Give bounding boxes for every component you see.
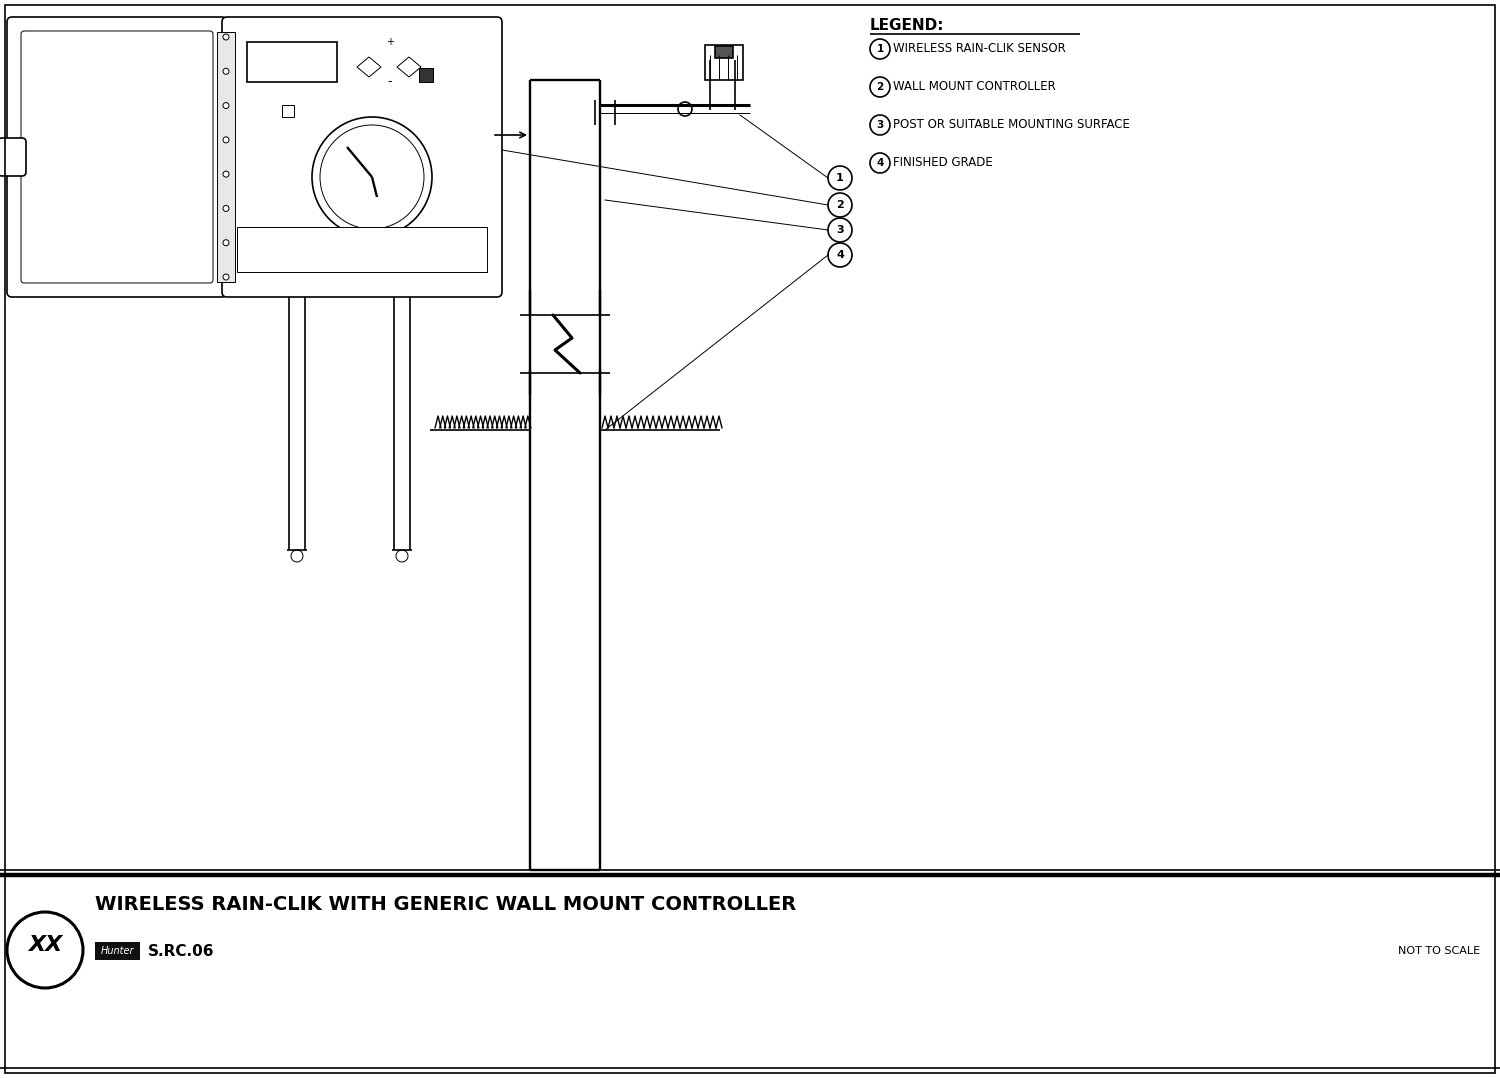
- Circle shape: [224, 34, 230, 40]
- Circle shape: [224, 274, 230, 280]
- Bar: [419, 68, 434, 82]
- Text: NOT TO SCALE: NOT TO SCALE: [1398, 946, 1480, 956]
- Bar: [220, 257, 228, 267]
- Text: 3: 3: [876, 120, 884, 130]
- Circle shape: [870, 153, 889, 172]
- Circle shape: [224, 68, 230, 74]
- Text: 2: 2: [876, 82, 884, 92]
- Bar: [220, 47, 228, 57]
- FancyBboxPatch shape: [0, 138, 26, 176]
- Text: 3: 3: [836, 225, 844, 235]
- Text: WIRELESS RAIN-CLIK SENSOR: WIRELESS RAIN-CLIK SENSOR: [892, 42, 1065, 55]
- Circle shape: [224, 137, 230, 143]
- Text: 1: 1: [876, 44, 884, 54]
- Text: POST OR SUITABLE MOUNTING SURFACE: POST OR SUITABLE MOUNTING SURFACE: [892, 119, 1130, 132]
- Circle shape: [8, 912, 82, 989]
- Text: Hunter: Hunter: [100, 946, 134, 956]
- Text: WIRELESS RAIN-CLIK WITH GENERIC WALL MOUNT CONTROLLER: WIRELESS RAIN-CLIK WITH GENERIC WALL MOU…: [94, 896, 796, 914]
- Circle shape: [396, 550, 408, 562]
- Circle shape: [224, 239, 230, 246]
- FancyBboxPatch shape: [21, 31, 213, 284]
- Circle shape: [828, 243, 852, 267]
- Circle shape: [224, 171, 230, 177]
- Bar: [705, 45, 742, 80]
- Polygon shape: [357, 57, 381, 77]
- Text: FINISHED GRADE: FINISHED GRADE: [892, 156, 993, 169]
- Bar: [217, 32, 236, 282]
- Text: WALL MOUNT CONTROLLER: WALL MOUNT CONTROLLER: [892, 81, 1056, 94]
- Text: +: +: [386, 37, 394, 47]
- Bar: [237, 227, 488, 272]
- Circle shape: [870, 39, 889, 59]
- Bar: [94, 942, 140, 960]
- Circle shape: [312, 118, 432, 237]
- Text: 4: 4: [836, 250, 844, 260]
- Circle shape: [291, 550, 303, 562]
- Text: LEGEND:: LEGEND:: [870, 18, 945, 33]
- Bar: [716, 46, 734, 58]
- Bar: [248, 42, 338, 82]
- FancyBboxPatch shape: [8, 17, 226, 298]
- Text: -: -: [387, 75, 393, 88]
- Circle shape: [870, 115, 889, 135]
- Circle shape: [320, 125, 424, 229]
- Circle shape: [828, 218, 852, 241]
- Circle shape: [678, 102, 692, 116]
- Circle shape: [224, 102, 230, 109]
- Circle shape: [828, 166, 852, 190]
- Text: 2: 2: [836, 201, 844, 210]
- Circle shape: [224, 206, 230, 211]
- Circle shape: [828, 193, 852, 217]
- Circle shape: [870, 77, 889, 97]
- Text: XX: XX: [28, 935, 62, 955]
- Text: S.RC.06: S.RC.06: [148, 943, 214, 958]
- Text: 1: 1: [836, 172, 844, 183]
- Text: 4: 4: [876, 158, 884, 168]
- FancyBboxPatch shape: [222, 17, 503, 298]
- Bar: [282, 105, 294, 118]
- Polygon shape: [398, 57, 422, 77]
